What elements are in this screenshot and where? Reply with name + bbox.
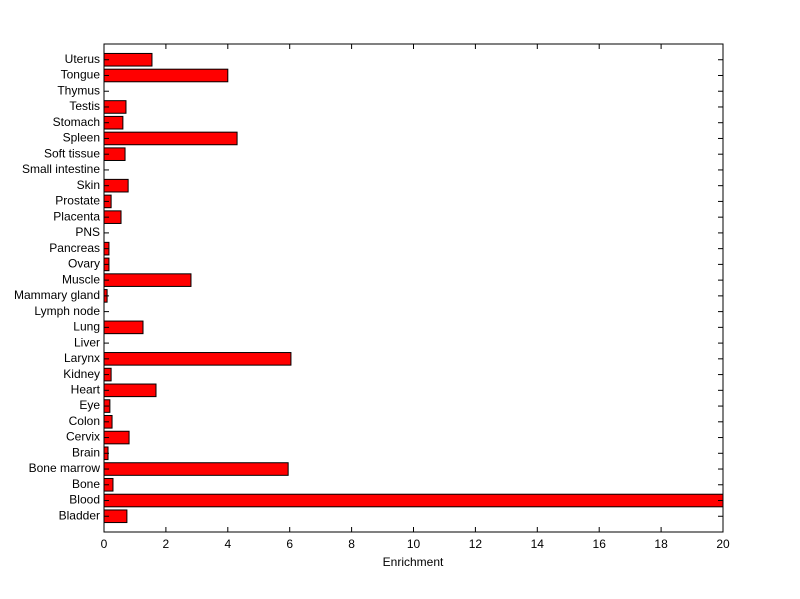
y-tick-label: Kidney — [63, 367, 100, 381]
x-tick-label: 20 — [716, 537, 730, 551]
y-tick-label: Skin — [77, 178, 100, 192]
x-tick-label: 0 — [101, 537, 108, 551]
y-tick-label: Testis — [69, 99, 100, 113]
y-tick-label: Spleen — [63, 131, 100, 145]
y-tick-label: Tongue — [61, 68, 101, 82]
x-tick-label: 8 — [348, 537, 355, 551]
x-tick-label: 10 — [407, 537, 421, 551]
y-tick-label: Colon — [69, 414, 100, 428]
y-tick-label: Thymus — [57, 83, 100, 97]
y-tick-label: Bone marrow — [29, 461, 101, 475]
y-tick-label: Soft tissue — [44, 146, 100, 160]
y-tick-label: Eye — [79, 398, 100, 412]
x-tick-label: 18 — [654, 537, 668, 551]
plot-area — [104, 44, 723, 532]
y-tick-label: Placenta — [53, 209, 100, 223]
y-tick-label: Bone — [72, 477, 100, 491]
y-tick-label: Lung — [73, 320, 100, 334]
axes-frame — [103, 43, 724, 533]
y-tick-label: Liver — [74, 335, 100, 349]
x-tick-label: 14 — [531, 537, 545, 551]
y-tick-label: Brain — [72, 445, 100, 459]
y-tick-label: Ovary — [68, 257, 100, 271]
x-axis-label: Enrichment — [383, 555, 444, 569]
y-tick-label: Lymph node — [34, 304, 100, 318]
bar — [103, 68, 229, 83]
bar — [103, 462, 289, 476]
x-tick-label: 2 — [163, 537, 170, 551]
bar — [103, 320, 144, 335]
bar — [103, 273, 192, 287]
bar — [103, 131, 238, 146]
x-tick-label: 16 — [593, 537, 607, 551]
x-tick-label: 4 — [224, 537, 231, 551]
y-tick-label: Prostate — [55, 194, 100, 208]
y-tick-label: Cervix — [66, 430, 100, 444]
bar — [103, 52, 153, 67]
bar — [103, 383, 157, 398]
y-tick-label: Heart — [71, 382, 101, 396]
y-tick-label: Pancreas — [49, 241, 100, 255]
x-tick-label: 12 — [469, 537, 483, 551]
y-tick-label: Stomach — [53, 115, 100, 129]
bar — [103, 352, 292, 366]
y-tick-label: PNS — [75, 225, 100, 239]
y-tick-label: Larynx — [64, 351, 100, 365]
x-tick-label: 6 — [286, 537, 293, 551]
y-tick-label: Bladder — [59, 508, 100, 522]
y-tick-label: Blood — [69, 493, 100, 507]
bar — [103, 493, 724, 508]
y-tick-label: Uterus — [65, 52, 100, 66]
y-tick-label: Small intestine — [22, 162, 100, 176]
y-tick-label: Muscle — [62, 272, 100, 286]
y-tick-label: Mammary gland — [14, 288, 100, 302]
